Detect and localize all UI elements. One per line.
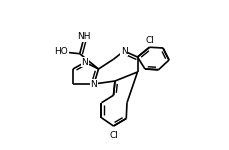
Text: NH: NH (77, 32, 91, 41)
Text: Cl: Cl (109, 130, 117, 140)
Text: N: N (120, 46, 127, 56)
Text: HO: HO (54, 47, 68, 56)
Text: Cl: Cl (144, 36, 153, 45)
Text: N: N (81, 58, 88, 67)
Text: N: N (90, 80, 97, 88)
